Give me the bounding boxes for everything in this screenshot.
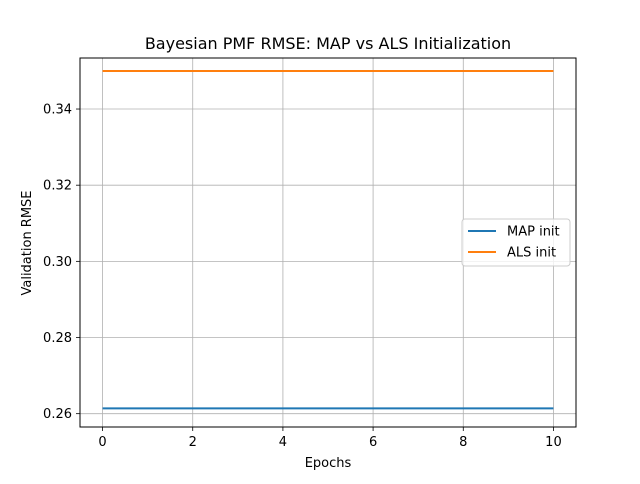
y-tick-label: 0.32 <box>43 179 72 194</box>
x-tick-label: 2 <box>189 435 197 450</box>
x-tick-label: 10 <box>545 435 562 450</box>
grid-layer <box>80 58 576 427</box>
plot-frame <box>79 57 577 428</box>
tick-layer: 0 2 4 6 8 10 0.26 0.28 0.30 0.32 0.34 <box>43 103 562 450</box>
legend-label-map-init: MAP init <box>507 225 560 240</box>
x-axis-label: Epochs <box>305 456 352 471</box>
x-tick-label: 6 <box>369 435 377 450</box>
x-tick-label: 0 <box>98 435 106 450</box>
y-tick-label: 0.26 <box>43 407 72 422</box>
series-layer <box>102 69 554 410</box>
x-tick-label: 4 <box>279 435 287 450</box>
y-tick-label: 0.30 <box>43 255 72 270</box>
y-axis-label: Validation RMSE <box>20 190 35 295</box>
legend: MAP init ALS init <box>461 218 571 267</box>
y-tick-label: 0.28 <box>43 331 72 346</box>
y-tick-label: 0.34 <box>43 103 72 118</box>
chart-title: Bayesian PMF RMSE: MAP vs ALS Initializa… <box>145 34 511 53</box>
legend-label-als-init: ALS init <box>507 246 556 261</box>
x-tick-label: 8 <box>459 435 467 450</box>
